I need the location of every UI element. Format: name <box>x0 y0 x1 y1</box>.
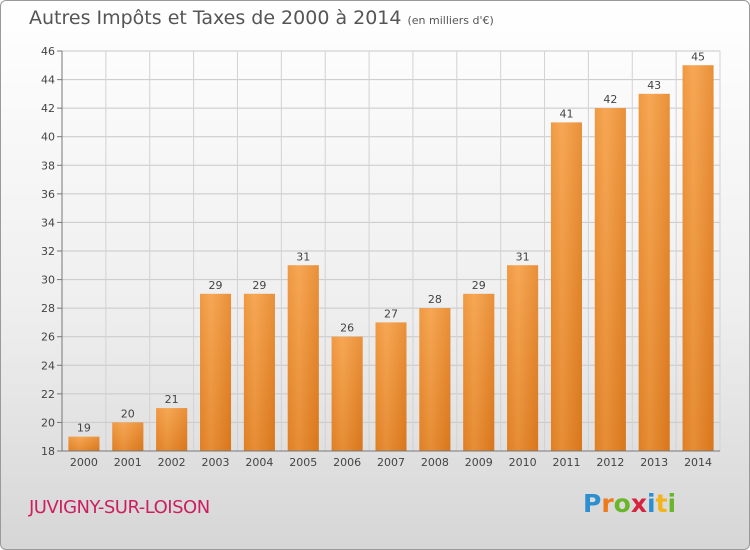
chart-subtitle: (en milliers d'€) <box>407 14 494 27</box>
y-tick-label: 36 <box>41 188 55 201</box>
y-tick-label: 44 <box>41 74 55 87</box>
bar-shade-2000 <box>68 436 100 451</box>
x-tick-label: 2006 <box>333 456 361 469</box>
y-tick-label: 20 <box>41 416 55 429</box>
logo-letter: x <box>630 489 647 518</box>
bar-shade-2009 <box>463 293 495 451</box>
data-label: 29 <box>209 279 223 292</box>
data-label: 29 <box>472 279 486 292</box>
x-tick-label: 2014 <box>684 456 712 469</box>
x-tick-label: 2010 <box>509 456 537 469</box>
chart-title-group: Autres Impôts et Taxes de 2000 à 2014 (en… <box>29 7 494 29</box>
x-tick-label: 2007 <box>377 456 405 469</box>
y-tick-labels: 18 20 22 24 26 28 30 32 34 36 38 40 42 44 46 <box>41 45 55 458</box>
y-tick-label: 26 <box>41 331 55 344</box>
data-label: 21 <box>165 393 179 406</box>
y-tick-label: 28 <box>41 302 55 315</box>
logo-letter: r <box>601 489 614 518</box>
proxiti-logo: Proxiti <box>583 489 676 518</box>
data-label: 27 <box>384 307 398 320</box>
x-tick-label: 2008 <box>421 456 449 469</box>
x-tick-label: 2000 <box>70 456 98 469</box>
data-labels: 19 20 21 29 29 31 26 27 28 29 31 41 42 43 45 <box>77 50 705 434</box>
data-label: 28 <box>428 293 442 306</box>
y-tick-label: 18 <box>41 445 55 458</box>
y-tick-label: 22 <box>41 388 55 401</box>
axes-layer <box>57 50 720 452</box>
y-tick-label: 30 <box>41 274 55 287</box>
bar-shade-2002 <box>156 408 188 451</box>
x-tick-label: 2013 <box>640 456 668 469</box>
y-tick-label: 32 <box>41 245 55 258</box>
data-label: 31 <box>296 250 310 263</box>
x-tick-label: 2002 <box>158 456 186 469</box>
y-tick-label: 34 <box>41 216 55 229</box>
logo-letter: i <box>647 489 656 518</box>
bar-shade-2012 <box>594 108 626 452</box>
bar-shade-2013 <box>638 93 670 451</box>
bars-layer <box>68 65 714 452</box>
bar-shade-2014 <box>682 65 714 452</box>
y-tick-label: 24 <box>41 359 55 372</box>
bar-shade-2003 <box>200 293 232 451</box>
bar-shade-2011 <box>550 122 582 451</box>
data-label: 26 <box>340 322 354 335</box>
y-tick-label: 38 <box>41 159 55 172</box>
data-label: 20 <box>121 407 135 420</box>
bar-shade-2004 <box>243 293 275 451</box>
bar-shade-2006 <box>331 336 363 451</box>
x-tick-label: 2001 <box>114 456 142 469</box>
data-label: 45 <box>691 50 705 63</box>
x-tick-labels: 2000 2001 2002 2003 2004 2005 2006 2007 2008 2009… <box>70 456 712 469</box>
x-tick-label: 2004 <box>245 456 273 469</box>
data-label: 19 <box>77 422 91 435</box>
bar-shade-2010 <box>507 265 539 451</box>
chart-title: Autres Impôts et Taxes de 2000 à 2014 <box>29 7 402 29</box>
x-tick-label: 2011 <box>552 456 580 469</box>
logo-letter: P <box>583 489 602 518</box>
x-tick-label: 2003 <box>202 456 230 469</box>
data-label: 43 <box>647 79 661 92</box>
bar-shade-2001 <box>112 422 144 451</box>
x-tick-label: 2012 <box>596 456 624 469</box>
bar-shade-2005 <box>287 265 319 451</box>
data-label: 31 <box>516 250 530 263</box>
x-tick-label: 2005 <box>289 456 317 469</box>
bar-shade-2007 <box>375 322 407 451</box>
x-tick-label: 2009 <box>465 456 493 469</box>
data-label: 42 <box>603 93 617 106</box>
town-name: JUVIGNY-SUR-LOISON <box>29 497 210 518</box>
y-tick-label: 42 <box>41 102 55 115</box>
bar-shade-2008 <box>419 308 451 451</box>
data-label: 29 <box>252 279 266 292</box>
logo-letter: t <box>655 489 668 518</box>
logo-letter: i <box>667 489 677 518</box>
y-tick-label: 46 <box>41 45 55 58</box>
logo-letter: o <box>613 489 631 518</box>
data-label: 41 <box>559 107 573 120</box>
y-tick-label: 40 <box>41 131 55 144</box>
